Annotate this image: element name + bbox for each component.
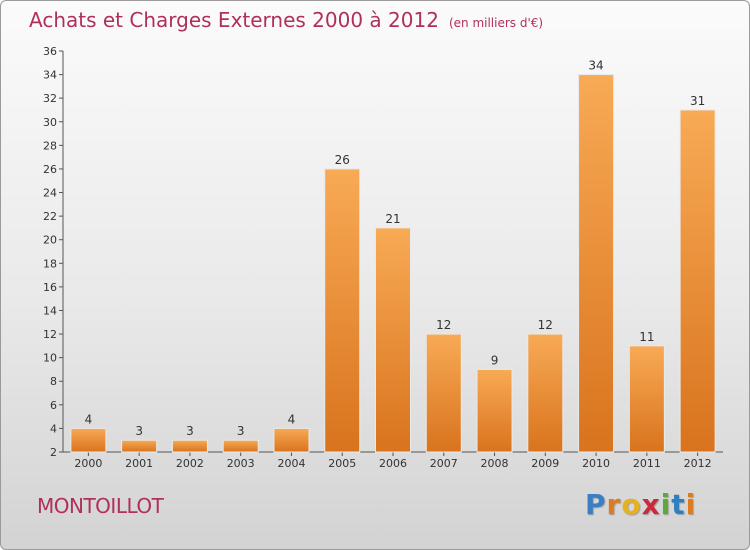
x-tick-label: 2007: [430, 457, 458, 470]
y-tick-label: 14: [43, 304, 57, 317]
data-label: 11: [639, 330, 654, 344]
proxiti-logo: Proxiti: [585, 488, 696, 521]
data-label: 12: [538, 318, 553, 332]
data-label: 26: [335, 153, 350, 167]
bar: [476, 368, 513, 453]
y-tick-label: 24: [43, 187, 57, 200]
commune-name: MONTOILLOT: [37, 494, 164, 518]
chart-title-text: Achats et Charges Externes 2000 à 2012: [29, 8, 439, 32]
y-tick-label: 28: [43, 139, 57, 152]
y-tick-label: 2: [50, 446, 57, 459]
y-tick-label: 26: [43, 163, 57, 176]
data-label: 12: [436, 318, 451, 332]
y-tick-label: 4: [50, 422, 57, 435]
logo-letter: i: [660, 488, 672, 521]
x-tick-label: 2005: [328, 457, 356, 470]
bar: [375, 227, 411, 453]
data-label: 21: [385, 212, 400, 226]
data-label: 4: [85, 412, 93, 426]
x-tick-label: 2012: [684, 457, 712, 470]
y-tick-label: 10: [43, 352, 57, 365]
x-tick-label: 2004: [277, 457, 305, 470]
logo-letter: x: [641, 488, 661, 521]
logo-letter: t: [671, 488, 686, 521]
bar: [425, 333, 462, 453]
x-tick-label: 2003: [227, 457, 255, 470]
data-label: 4: [288, 412, 296, 426]
data-label: 31: [690, 94, 705, 108]
x-tick-label: 2006: [379, 457, 407, 470]
x-tick-label: 2008: [481, 457, 509, 470]
data-label: 3: [186, 424, 194, 438]
bar: [578, 74, 615, 453]
y-tick-label: 30: [43, 116, 57, 129]
bar: [527, 333, 564, 453]
x-tick-label: 2002: [176, 457, 204, 470]
x-tick-label: 2001: [125, 457, 153, 470]
y-tick-label: 16: [43, 281, 57, 294]
y-tick-label: 20: [43, 234, 57, 247]
y-tick-label: 22: [43, 210, 57, 223]
chart-labels: 2000 4 2001 3 2002 3 2003 3 2004 4 2005 26 2006 21 200…: [74, 59, 711, 470]
logo-letter: i: [685, 488, 697, 521]
y-tick-label: 32: [43, 92, 57, 105]
logo-letter: o: [621, 488, 642, 521]
data-label: 9: [491, 353, 499, 367]
data-label: 3: [135, 424, 143, 438]
y-tick-label: 12: [43, 328, 57, 341]
x-tick-label: 2011: [633, 457, 661, 470]
data-label: 3: [237, 424, 245, 438]
data-label: 34: [588, 59, 603, 73]
bar: [273, 427, 310, 453]
bar: [628, 345, 665, 453]
bar: [679, 109, 716, 453]
chart-bars: [70, 74, 716, 453]
y-tick-label: 36: [43, 45, 57, 58]
chart-unit: (en milliers d'€): [448, 16, 544, 30]
x-tick-label: 2000: [74, 457, 102, 470]
bar: [70, 427, 107, 453]
x-tick-label: 2010: [582, 457, 610, 470]
bar: [121, 439, 158, 453]
logo-letter: P: [585, 488, 607, 521]
bar: [171, 439, 208, 453]
y-tick-label: 8: [50, 375, 57, 388]
y-tick-label: 6: [50, 399, 57, 412]
logo-letter: r: [606, 488, 622, 521]
bar: [324, 168, 361, 453]
y-tick-label: 34: [43, 69, 57, 82]
chart-title: Achats et Charges Externes 2000 à 2012 (e…: [29, 8, 543, 32]
y-tick-label: 18: [43, 257, 57, 270]
bar: [222, 439, 259, 453]
x-tick-label: 2009: [531, 457, 559, 470]
